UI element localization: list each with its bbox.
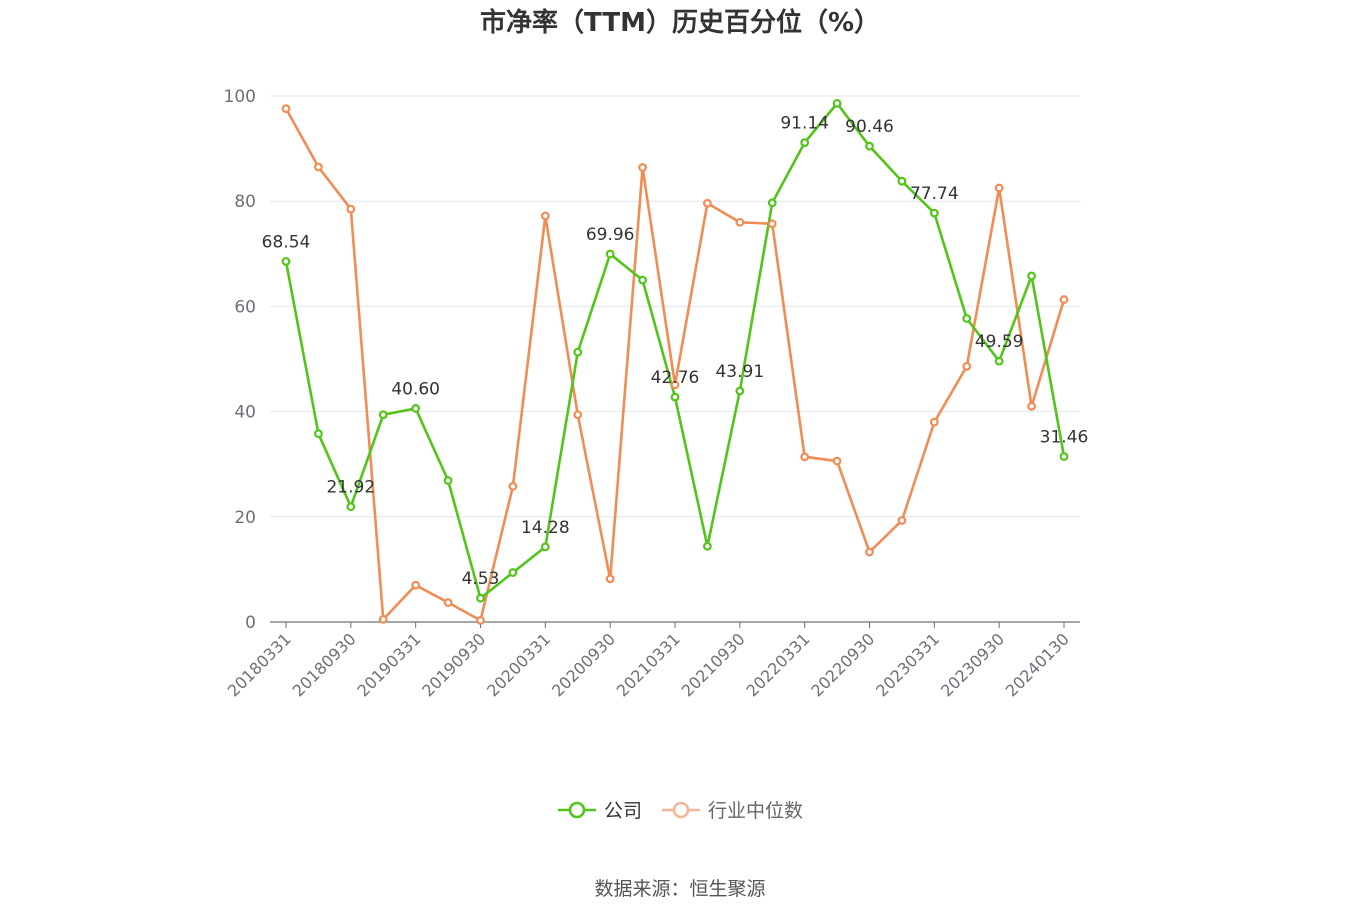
data-point-company[interactable]	[443, 476, 453, 485]
data-label: 14.28	[521, 518, 570, 538]
data-point-industry[interactable]	[411, 580, 421, 590]
data-label: 21.92	[326, 478, 375, 498]
x-tick-label: 20230331	[872, 629, 943, 700]
data-point-company[interactable]	[638, 275, 647, 285]
data-point-company[interactable]	[314, 429, 323, 439]
x-tick-label: 20220331	[742, 629, 813, 700]
y-tick-label: 40	[234, 403, 256, 423]
data-point-industry[interactable]	[1059, 295, 1069, 304]
data-point-industry[interactable]	[1027, 401, 1036, 411]
data-label: 4.53	[462, 569, 500, 589]
data-label: 43.91	[715, 362, 764, 382]
data-point-company[interactable]	[962, 314, 972, 323]
data-point-industry[interactable]	[897, 516, 907, 525]
data-labels: 68.54 21.92 40.60 4.53 14.28 69.96 42.76 43.91 9…	[262, 114, 1089, 590]
x-tick-label: 20210930	[678, 629, 749, 700]
x-tick-label: 20210331	[613, 629, 684, 700]
data-point-company[interactable]	[378, 410, 388, 420]
data-point-industry[interactable]	[476, 616, 485, 625]
data-point-industry[interactable]	[800, 452, 810, 462]
data-point-industry[interactable]	[994, 183, 1004, 193]
data-point-company[interactable]	[411, 404, 421, 413]
data-point-company[interactable]	[832, 98, 842, 108]
data-point-industry[interactable]	[865, 547, 874, 557]
data-point-industry[interactable]	[573, 410, 583, 420]
x-tick-label: 20200930	[548, 629, 619, 700]
data-point-company[interactable]	[897, 176, 907, 186]
y-tick-label: 20	[234, 508, 256, 528]
legend-item-company[interactable]: 公司	[558, 800, 642, 822]
series-points	[281, 98, 1069, 625]
x-tick-label: 20190930	[418, 629, 489, 700]
data-point-industry[interactable]	[540, 211, 550, 221]
data-point-company[interactable]	[605, 249, 615, 259]
data-point-company[interactable]	[508, 568, 518, 577]
source-note: 数据来源：恒生聚源	[594, 878, 766, 900]
data-point-company[interactable]	[865, 141, 874, 151]
data-point-industry[interactable]	[378, 614, 388, 624]
data-point-industry[interactable]	[508, 481, 518, 491]
series-lines	[284, 102, 1066, 622]
data-point-industry[interactable]	[832, 456, 842, 466]
x-tick-label: 20230930	[937, 629, 1008, 700]
grid-lines	[270, 95, 1080, 518]
y-tick-label: 0	[245, 613, 256, 633]
x-tick-label: 20180930	[289, 629, 360, 700]
data-point-industry[interactable]	[703, 198, 712, 208]
data-point-industry[interactable]	[929, 417, 939, 427]
data-label: 91.14	[780, 114, 829, 134]
data-label: 69.96	[586, 225, 635, 245]
data-label: 49.59	[975, 332, 1024, 352]
data-label: 31.46	[1040, 428, 1089, 448]
chart-title: 市净率（TTM）历史百分位（%）	[480, 8, 880, 38]
data-point-company[interactable]	[281, 257, 291, 266]
data-label: 42.76	[651, 368, 700, 388]
legend-marker-icon	[672, 801, 690, 819]
data-point-company[interactable]	[346, 502, 356, 512]
legend-label: 行业中位数	[708, 800, 803, 822]
x-tick-label: 20200331	[483, 629, 554, 700]
x-tick-label: 20240130	[1002, 629, 1073, 700]
data-point-industry[interactable]	[670, 380, 680, 390]
legend[interactable]: 公司 行业中位数	[558, 800, 803, 822]
data-point-company[interactable]	[800, 138, 810, 148]
data-point-industry[interactable]	[281, 104, 291, 114]
data-label: 90.46	[845, 117, 894, 137]
data-point-company[interactable]	[573, 347, 583, 357]
data-point-industry[interactable]	[962, 361, 972, 371]
data-point-industry[interactable]	[767, 219, 777, 229]
data-point-company[interactable]	[994, 356, 1004, 366]
legend-label: 公司	[604, 800, 642, 822]
y-tick-label: 80	[234, 192, 256, 212]
data-point-industry[interactable]	[314, 162, 323, 172]
data-point-company[interactable]	[540, 542, 550, 552]
data-point-company[interactable]	[735, 386, 745, 396]
data-point-industry[interactable]	[605, 574, 615, 584]
y-tick-label: 60	[234, 297, 256, 317]
data-point-company[interactable]	[703, 541, 712, 551]
y-tick-label: 100	[224, 87, 256, 107]
legend-marker-icon	[568, 801, 586, 819]
data-point-industry[interactable]	[346, 204, 356, 214]
data-label: 68.54	[262, 232, 311, 252]
data-point-company[interactable]	[670, 392, 680, 402]
data-label: 77.74	[910, 184, 959, 204]
data-label: 40.60	[391, 379, 440, 399]
series-line-company	[284, 102, 1066, 600]
x-tick-label: 20190331	[353, 629, 424, 700]
data-point-industry[interactable]	[443, 598, 453, 607]
data-point-industry[interactable]	[638, 163, 647, 172]
data-point-company[interactable]	[1059, 452, 1069, 461]
x-tick-label: 20220930	[807, 629, 878, 700]
data-point-company[interactable]	[929, 208, 939, 218]
data-point-company[interactable]	[1027, 271, 1036, 281]
data-point-company[interactable]	[767, 198, 777, 208]
data-point-industry[interactable]	[735, 217, 745, 227]
legend-item-industry[interactable]: 行业中位数	[662, 800, 803, 822]
x-tick-label: 20180331	[224, 629, 295, 700]
data-point-company[interactable]	[476, 593, 485, 603]
